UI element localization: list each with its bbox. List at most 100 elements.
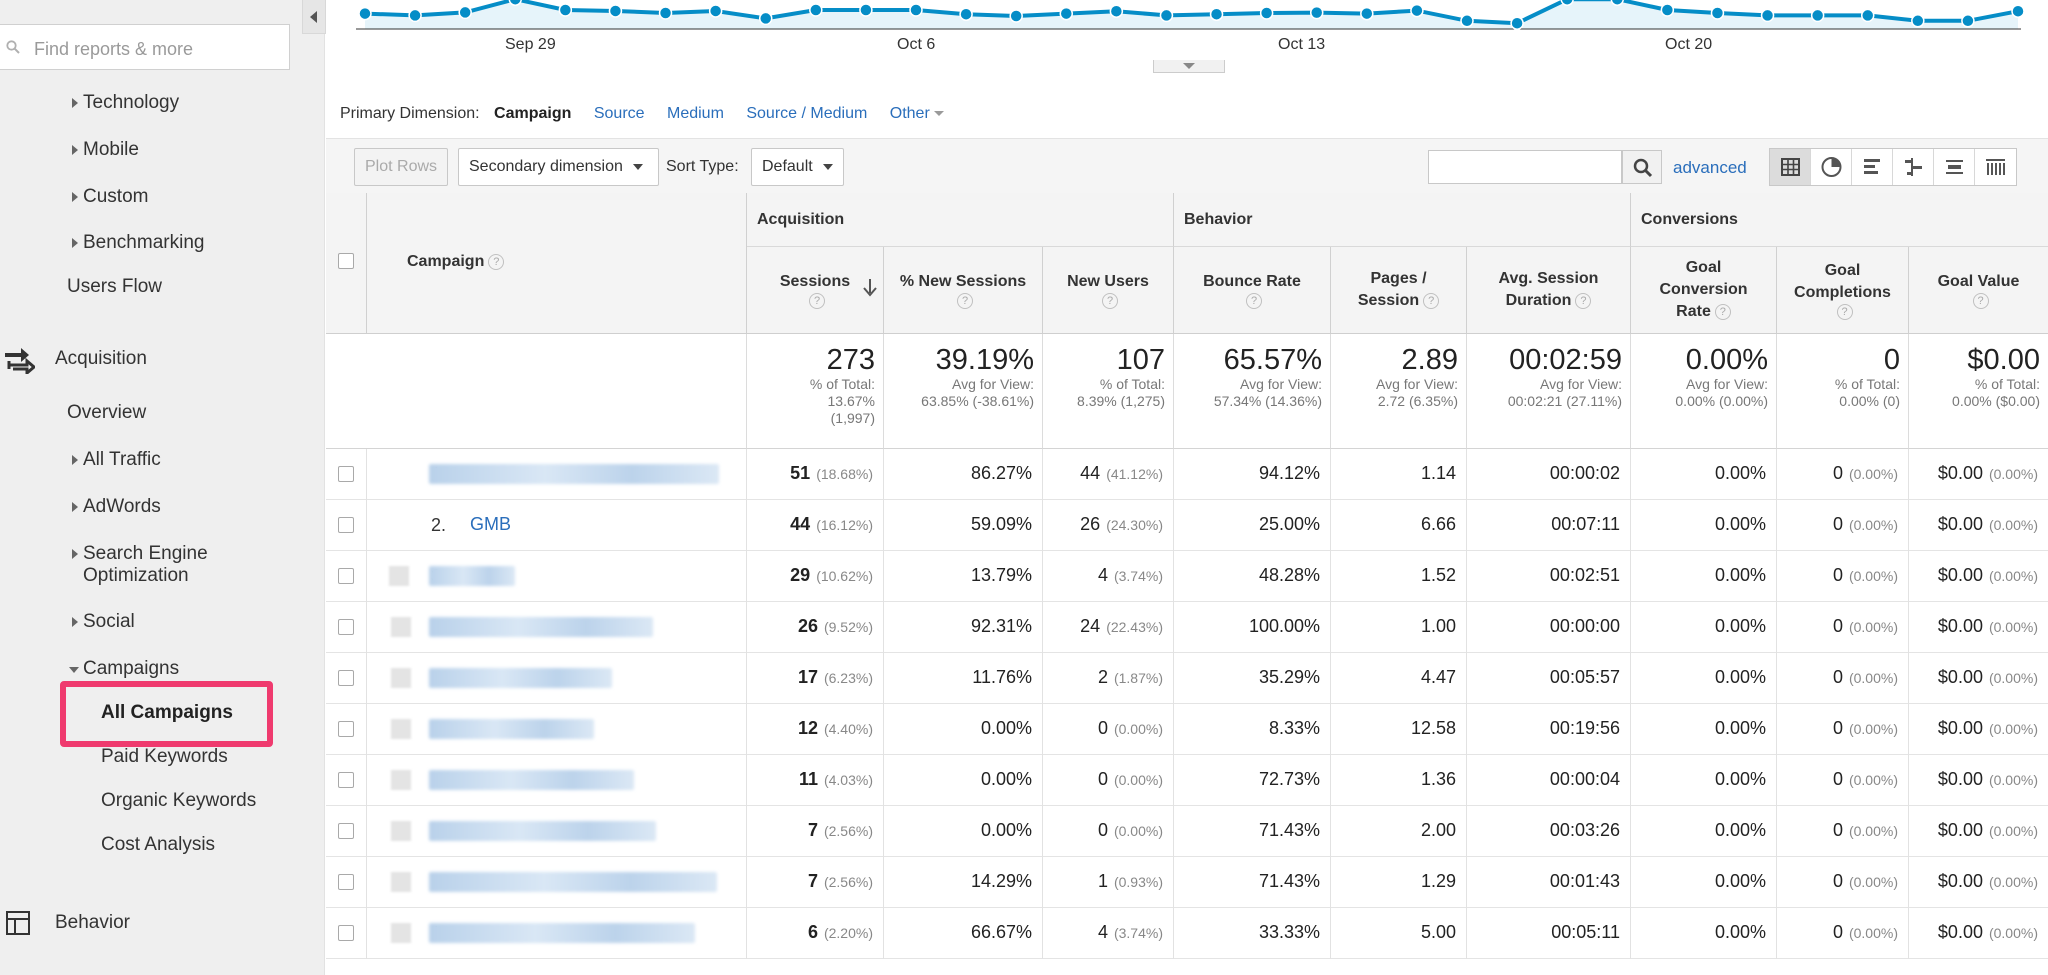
help-icon[interactable]: ?	[1972, 293, 1989, 309]
sidebar-item-custom[interactable]: Custom	[71, 186, 149, 207]
redacted-campaign-name[interactable]	[429, 923, 695, 943]
redacted-campaign-name[interactable]	[429, 872, 717, 892]
cell-value: 11	[798, 769, 818, 789]
cell-percent: (0.00%)	[1848, 466, 1898, 482]
advanced-filter-link[interactable]: advanced	[1673, 158, 1747, 177]
column-avg-session-duration[interactable]: Avg. Session Duration?	[1467, 247, 1631, 334]
cell-value: $0.00	[1937, 463, 1983, 483]
comparison-view-icon[interactable]	[1893, 149, 1934, 185]
cell-pages-session: 5.00	[1331, 908, 1467, 959]
campaign-column-header[interactable]: Campaign?	[367, 193, 747, 334]
total-goal-value: $0.00 % of Total: 0.00% ($0.00)	[1909, 334, 2048, 449]
redacted-campaign-name[interactable]	[429, 617, 653, 637]
dimension-source-medium[interactable]: Source / Medium	[746, 105, 868, 122]
sidebar-item-seo[interactable]: Search Engine Optimization	[72, 543, 208, 587]
campaign-header-label: Campaign	[407, 253, 485, 270]
sidebar-item-paid-keywords[interactable]: Paid Keywords	[101, 746, 228, 767]
chart-series-line	[364, 0, 2019, 26]
campaign-link[interactable]: GMB	[470, 514, 512, 534]
help-icon[interactable]: ?	[1423, 292, 1440, 309]
redacted-campaign-name[interactable]	[429, 566, 515, 586]
help-icon[interactable]: ?	[809, 293, 825, 309]
redacted-campaign-name[interactable]	[429, 821, 656, 841]
sidebar-item-campaigns[interactable]: Campaigns	[68, 658, 180, 679]
dimension-campaign[interactable]: Campaign	[494, 105, 572, 122]
row-checkbox[interactable]	[338, 772, 354, 788]
chart-resize-handle[interactable]	[1153, 60, 1225, 73]
sidebar-item-benchmarking[interactable]: Benchmarking	[71, 232, 205, 253]
sidebar-item-all-campaigns[interactable]: All Campaigns	[101, 702, 233, 723]
table-view-icon[interactable]	[1770, 149, 1811, 185]
cell-value: 2	[1097, 667, 1108, 687]
plot-rows-button[interactable]: Plot Rows	[354, 148, 449, 186]
redacted-campaign-name[interactable]	[429, 770, 634, 790]
sidebar-item-overview[interactable]: Overview	[67, 402, 147, 423]
redacted-campaign-name[interactable]	[429, 668, 612, 688]
cell-percent: (0.00%)	[1848, 925, 1898, 941]
row-checkbox[interactable]	[338, 670, 354, 686]
performance-view-icon[interactable]	[1852, 149, 1893, 185]
total-note: Avg for View:	[952, 376, 1034, 392]
row-checkbox[interactable]	[338, 619, 354, 635]
table-filter-search-button[interactable]	[1622, 150, 1662, 184]
collapse-sidebar-button[interactable]	[302, 0, 326, 34]
column-new-users[interactable]: New Users?	[1043, 247, 1174, 334]
row-checkbox[interactable]	[338, 466, 354, 482]
help-icon[interactable]: ?	[1714, 303, 1731, 320]
term-cloud-icon[interactable]	[1934, 149, 1975, 185]
sidebar-item-all-traffic[interactable]: All Traffic	[72, 449, 161, 470]
sidebar-item-users-flow[interactable]: Users Flow	[67, 276, 163, 297]
dimension-other[interactable]: Other	[890, 105, 944, 123]
help-icon[interactable]: ?	[1246, 293, 1262, 309]
column-goal-conversion-rate[interactable]: Goal Conversion Rate?	[1631, 247, 1777, 334]
cell-pages-session: 4.47	[1331, 653, 1467, 704]
cell-campaign: 3.	[367, 551, 747, 602]
row-checkbox[interactable]	[338, 925, 354, 941]
cell-value: 26	[1080, 514, 1101, 534]
goal-conv-header-line1: Goal	[1685, 259, 1722, 276]
redacted-campaign-name[interactable]	[429, 719, 594, 739]
cell-value: 51	[790, 463, 811, 483]
column-pages-session[interactable]: Pages / Session?	[1331, 247, 1467, 334]
row-checkbox[interactable]	[338, 874, 354, 890]
sort-type-dropdown[interactable]: Default	[751, 148, 844, 186]
help-icon[interactable]: ?	[957, 293, 973, 309]
help-icon[interactable]: ?	[1102, 293, 1118, 309]
row-checkbox[interactable]	[338, 721, 354, 737]
help-icon[interactable]: ?	[1575, 292, 1592, 309]
table-filter-input[interactable]	[1428, 150, 1622, 184]
cell-percent: (18.68%)	[816, 466, 873, 482]
dimension-source[interactable]: Source	[593, 105, 645, 122]
sidebar-item-technology[interactable]: Technology	[71, 92, 180, 113]
sidebar-item-mobile[interactable]: Mobile	[72, 139, 139, 160]
column-sessions[interactable]: Sessions?	[747, 247, 884, 334]
cell-percent: (24.30%)	[1106, 517, 1163, 533]
help-icon[interactable]: ?	[1836, 304, 1853, 320]
column-bounce-rate[interactable]: Bounce Rate?	[1174, 247, 1331, 334]
help-icon[interactable]: ?	[488, 253, 505, 270]
sidebar-item-cost-analysis[interactable]: Cost Analysis	[101, 834, 216, 855]
chart-point	[608, 4, 623, 18]
sidebar-section-behavior[interactable]: Behavior	[55, 912, 130, 933]
row-checkbox[interactable]	[338, 517, 354, 533]
pie-view-icon[interactable]	[1811, 149, 1852, 185]
cell-goal-value: $0.00 (0.00%)	[1909, 449, 2048, 500]
column-new-sessions[interactable]: % New Sessions?	[884, 247, 1043, 334]
row-checkbox[interactable]	[338, 823, 354, 839]
cell-percent: (10.62%)	[816, 568, 873, 584]
sidebar-item-adwords[interactable]: AdWords	[72, 496, 161, 517]
column-goal-completions[interactable]: Goal Completions?	[1777, 247, 1909, 334]
chart-point	[1610, 0, 1624, 6]
table-row: 11 (4.03%) 0.00% 0 (0.00%) 72.73% 1.36 00:00:04…	[326, 755, 2048, 806]
sidebar-item-social[interactable]: Social	[72, 611, 135, 632]
redacted-campaign-name[interactable]	[429, 464, 719, 484]
select-all-checkbox[interactable]	[338, 253, 354, 269]
find-reports-search[interactable]: Find reports & more	[0, 24, 290, 70]
pivot-view-icon[interactable]	[1975, 149, 2016, 185]
row-checkbox[interactable]	[338, 568, 354, 584]
column-goal-value[interactable]: Goal Value?	[1909, 247, 2048, 334]
dimension-medium[interactable]: Medium	[667, 105, 724, 122]
sidebar-item-organic-keywords[interactable]: Organic Keywords	[101, 790, 257, 811]
secondary-dimension-dropdown[interactable]: Secondary dimension	[458, 148, 659, 186]
sidebar-section-acquisition[interactable]: Acquisition	[55, 348, 147, 369]
